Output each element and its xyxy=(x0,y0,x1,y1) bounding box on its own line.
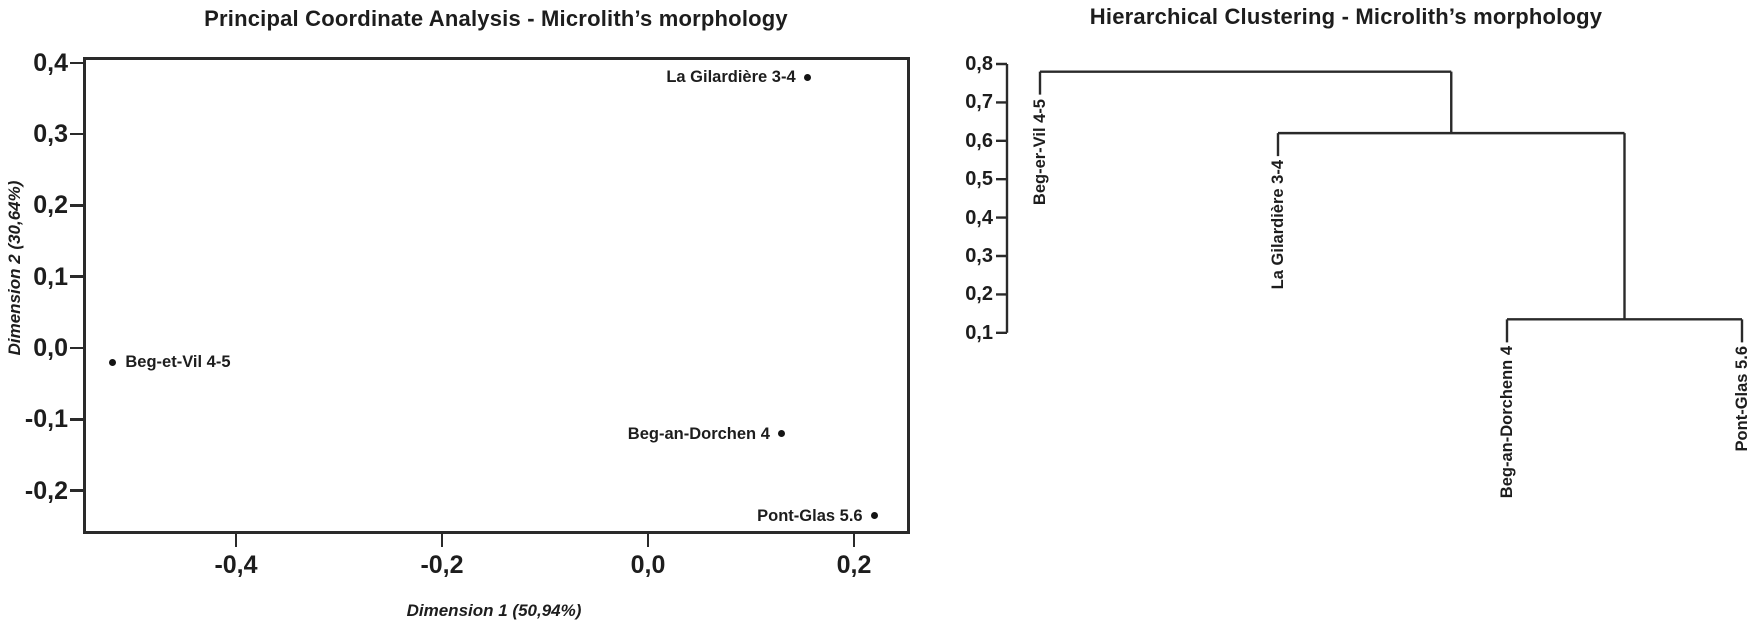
x-tick-label: -0,2 xyxy=(420,551,464,579)
y-tick-label: -0,2 xyxy=(24,476,68,505)
leaf-label: Beg-er-Vil 4-5 xyxy=(1031,98,1049,205)
y-tick-label: 0,3 xyxy=(33,120,68,149)
pcoa-x-axis-label: Dimension 1 (50,94%) xyxy=(406,601,582,620)
x-tick-mark xyxy=(440,534,444,547)
x-tick-mark xyxy=(646,534,650,547)
dendro-tick-label: 0,3 xyxy=(965,245,993,267)
x-tick-label: -0,4 xyxy=(214,551,258,579)
y-tick-label: 0,2 xyxy=(33,191,68,220)
y-tick-label: 0,4 xyxy=(33,48,68,77)
data-point xyxy=(108,358,116,366)
dendro-tick-label: 0,2 xyxy=(965,283,993,306)
leaf-label: La Gilardière 3-4 xyxy=(1269,160,1287,290)
data-point-label: La Gilardière 3-4 xyxy=(666,68,796,87)
dendro-tick-label: 0,6 xyxy=(965,129,993,152)
dendro-tick-label: 0,4 xyxy=(965,206,993,229)
data-point-label: Pont-Glas 5.6 xyxy=(757,506,863,525)
y-tick-mark xyxy=(70,275,83,278)
x-tick-label: 0,2 xyxy=(836,551,872,579)
dendro-tick-label: 0,7 xyxy=(965,91,993,114)
leaf-label: Beg-an-Dorchenn 4 xyxy=(1498,346,1516,499)
x-tick-mark xyxy=(234,534,238,547)
y-tick-mark xyxy=(70,132,83,136)
y-tick-label: 0,0 xyxy=(33,334,68,362)
dendro-tick-label: 0,5 xyxy=(965,168,993,191)
data-point xyxy=(804,73,812,81)
y-tick-mark xyxy=(70,418,83,421)
y-tick-label: 0,1 xyxy=(33,262,68,291)
y-tick-mark xyxy=(70,61,83,65)
leaf-label: Pont-Glas 5.6 xyxy=(1733,346,1750,452)
data-point xyxy=(871,512,879,520)
hclust-title: Hierarchical Clustering - Microlith’s mo… xyxy=(1089,4,1603,29)
y-tick-mark xyxy=(70,489,83,492)
pcoa-title: Principal Coordinate Analysis - Microlit… xyxy=(204,6,788,31)
y-tick-mark xyxy=(70,204,83,207)
y-tick-mark xyxy=(70,346,83,350)
data-point xyxy=(778,430,786,438)
pcoa-plot-area xyxy=(83,57,910,534)
dendrogram-path xyxy=(996,62,1744,343)
data-point-label: Beg-et-Vil 4-5 xyxy=(125,353,231,372)
dendro-tick-label: 0,8 xyxy=(965,53,993,75)
dendro-tick-label: 0,1 xyxy=(965,321,993,344)
y-tick-label: -0,1 xyxy=(24,405,68,434)
data-point-label: Beg-an-Dorchen 4 xyxy=(627,424,770,443)
x-tick-mark xyxy=(852,534,856,547)
x-tick-label: 0,0 xyxy=(630,551,666,579)
